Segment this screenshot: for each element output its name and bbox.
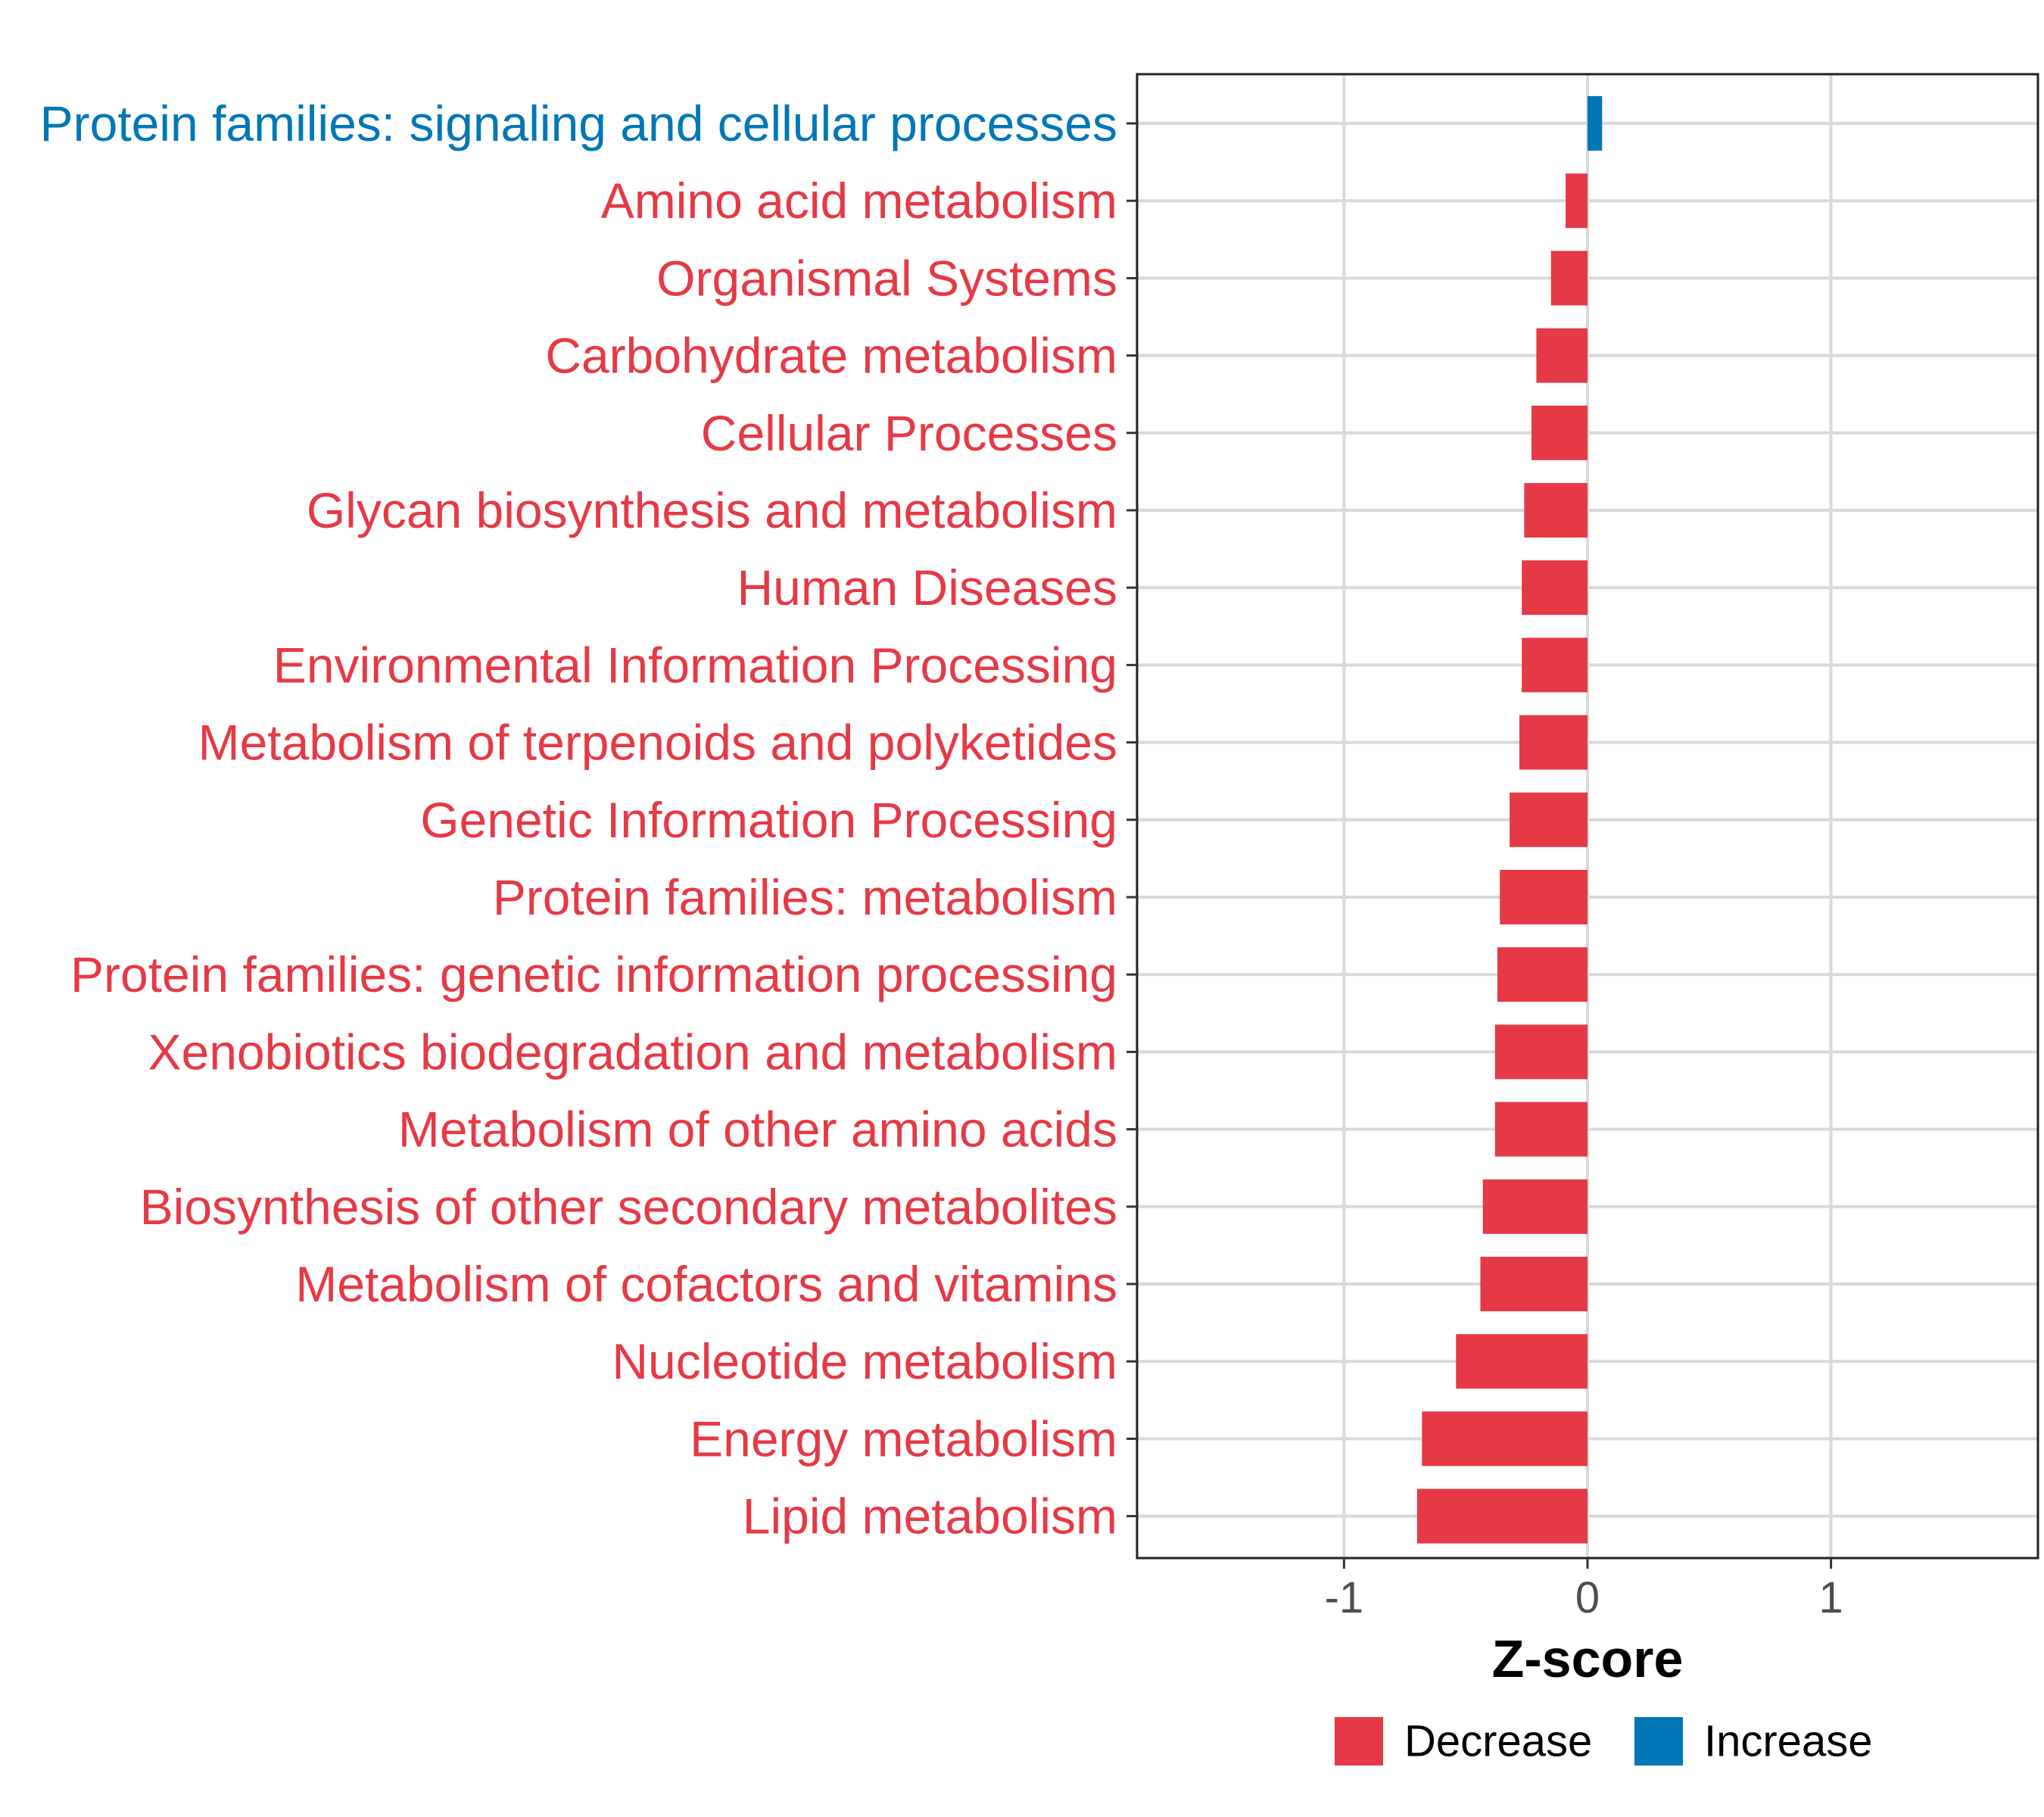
bar — [1480, 1257, 1588, 1311]
category-label: Protein families: signaling and cellular… — [40, 95, 1117, 151]
category-label: Human Diseases — [737, 559, 1117, 616]
bar — [1522, 637, 1588, 693]
x-tick-label: -1 — [1325, 1573, 1364, 1622]
y-axis-ticks — [1126, 122, 1137, 1518]
x-axis-title: Z-score — [1492, 1629, 1684, 1688]
category-label: Nucleotide metabolism — [612, 1333, 1117, 1389]
category-label: Protein families: metabolism — [493, 869, 1117, 925]
bar — [1494, 1102, 1588, 1157]
legend: Decrease Increase — [1335, 1717, 1872, 1766]
bar — [1416, 1488, 1588, 1544]
bar — [1531, 405, 1588, 460]
bar — [1422, 1411, 1588, 1466]
category-label: Metabolism of other amino acids — [398, 1102, 1117, 1158]
bar — [1494, 1024, 1588, 1080]
category-label: Xenobiotics biodegradation and metabolis… — [148, 1024, 1118, 1080]
legend-label: Increase — [1704, 1717, 1872, 1766]
bar — [1519, 715, 1588, 770]
category-label: Glycan biosynthesis and metabolism — [307, 482, 1117, 538]
category-label: Genetic Information Processing — [420, 792, 1117, 848]
category-label: Organismal Systems — [656, 250, 1117, 306]
category-label: Protein families: genetic information pr… — [70, 946, 1117, 1002]
category-label: Energy metabolism — [690, 1410, 1117, 1466]
bar — [1536, 328, 1588, 383]
bar — [1588, 96, 1603, 151]
category-label: Metabolism of terpenoids and polyketides — [198, 715, 1117, 771]
bar — [1550, 251, 1588, 306]
bar — [1522, 560, 1588, 616]
category-label: Cellular Processes — [701, 405, 1117, 461]
bar — [1510, 792, 1588, 847]
category-label: Carbohydrate metabolism — [545, 328, 1117, 384]
x-tick-label: 1 — [1818, 1573, 1843, 1622]
legend-label: Decrease — [1404, 1717, 1592, 1766]
bar — [1566, 173, 1588, 229]
bar — [1500, 870, 1588, 924]
category-label: Amino acid metabolism — [601, 173, 1117, 229]
legend-key — [1335, 1717, 1383, 1766]
x-tick-label: 0 — [1575, 1573, 1600, 1622]
bar — [1482, 1179, 1588, 1234]
legend-key — [1634, 1717, 1683, 1766]
bar — [1524, 483, 1588, 538]
category-label: Environmental Information Processing — [273, 637, 1117, 693]
bars — [1416, 96, 1603, 1544]
category-labels: Protein families: signaling and cellular… — [40, 95, 1117, 1544]
x-axis-ticks: -1 0 1 — [1325, 1558, 1843, 1622]
category-label: Biosynthesis of other secondary metaboli… — [140, 1179, 1117, 1235]
category-label: Lipid metabolism — [743, 1488, 1117, 1544]
bar — [1456, 1334, 1588, 1389]
category-label: Metabolism of cofactors and vitamins — [295, 1256, 1117, 1312]
bar — [1497, 947, 1588, 1002]
